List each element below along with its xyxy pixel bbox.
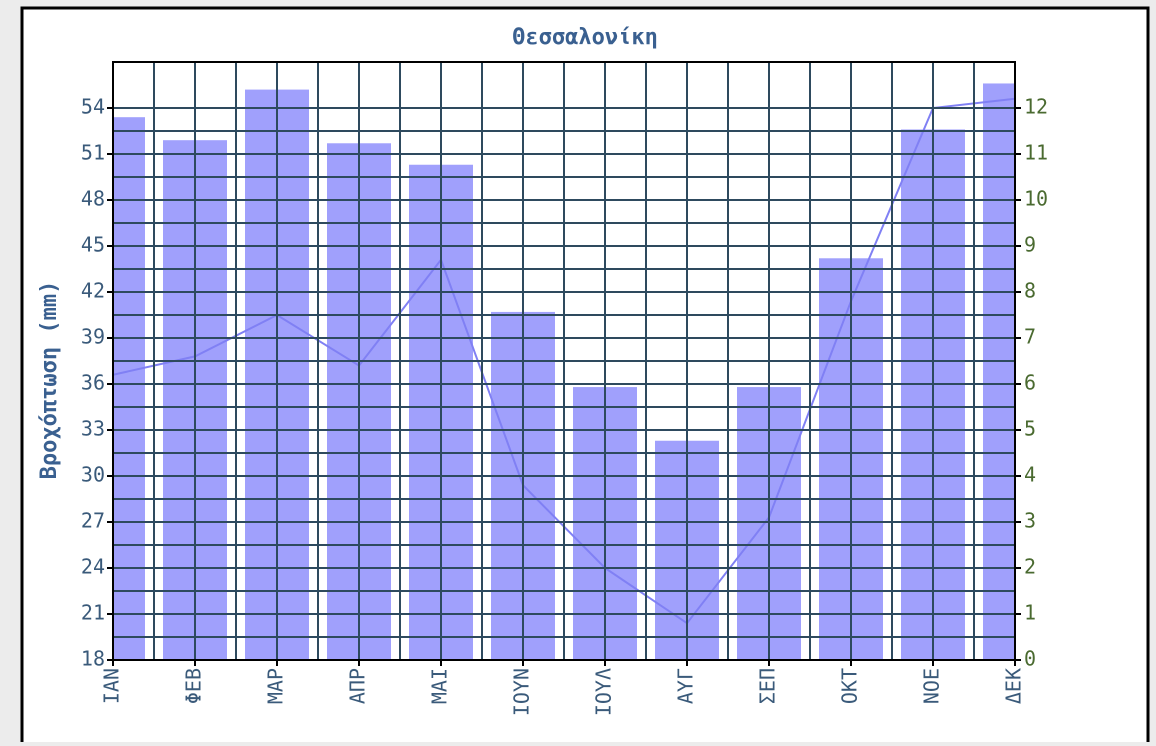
y2-tick-label: 10 xyxy=(1024,187,1048,211)
x-tick-label: ΣΕΠ xyxy=(756,668,780,704)
x-tick-label: ΟΚΤ xyxy=(838,668,862,704)
y-tick-label: 51 xyxy=(81,141,105,165)
bar xyxy=(113,117,145,660)
y2-tick-label: 11 xyxy=(1024,141,1048,165)
y-axis-label: Βροχόπτωση (mm) xyxy=(37,281,62,480)
y2-tick-label: 8 xyxy=(1024,279,1036,303)
y-tick-label: 27 xyxy=(81,509,105,533)
y2-tick-label: 0 xyxy=(1024,647,1036,671)
y-tick-label: 45 xyxy=(81,233,105,257)
y-tick-label: 18 xyxy=(81,647,105,671)
x-tick-label: ΦΕΒ xyxy=(182,668,206,704)
x-tick-label: ΙΟΥΛ xyxy=(592,668,616,716)
x-tick-label: ΝΟΕ xyxy=(920,668,944,704)
x-tick-label: ΜΑΡ xyxy=(264,668,288,704)
x-tick-label: ΙΑΝ xyxy=(100,668,124,704)
y-tick-label: 33 xyxy=(81,417,105,441)
y-tick-label: 48 xyxy=(81,187,105,211)
y-tick-label: 21 xyxy=(81,601,105,625)
y2-tick-label: 7 xyxy=(1024,325,1036,349)
x-tick-label: ΜΑΙ xyxy=(428,668,452,704)
y2-tick-label: 6 xyxy=(1024,371,1036,395)
y-tick-label: 54 xyxy=(81,95,105,119)
y2-tick-label: 12 xyxy=(1024,95,1048,119)
plot-border xyxy=(112,61,1016,661)
x-tick-label: ΑΥΓ xyxy=(674,668,698,704)
y-tick-label: 36 xyxy=(81,371,105,395)
x-tick-label: ΔΕΚ xyxy=(1002,668,1026,704)
bar xyxy=(983,83,1015,660)
y-tick-label: 42 xyxy=(81,279,105,303)
y2-tick-label: 4 xyxy=(1024,463,1036,487)
x-tick-label: ΑΠΡ xyxy=(346,668,370,704)
y-tick-label: 30 xyxy=(81,463,105,487)
y2-tick-label: 9 xyxy=(1024,233,1036,257)
y2-tick-label: 2 xyxy=(1024,555,1036,579)
y-tick-label: 24 xyxy=(81,555,105,579)
x-tick-label: ΙΟΥΝ xyxy=(510,668,534,716)
y-tick-label: 39 xyxy=(81,325,105,349)
chart-title: Θεσσαλονίκη xyxy=(512,25,658,50)
y2-tick-label: 3 xyxy=(1024,509,1036,533)
y2-tick-label: 1 xyxy=(1024,601,1036,625)
y2-tick-label: 5 xyxy=(1024,417,1036,441)
